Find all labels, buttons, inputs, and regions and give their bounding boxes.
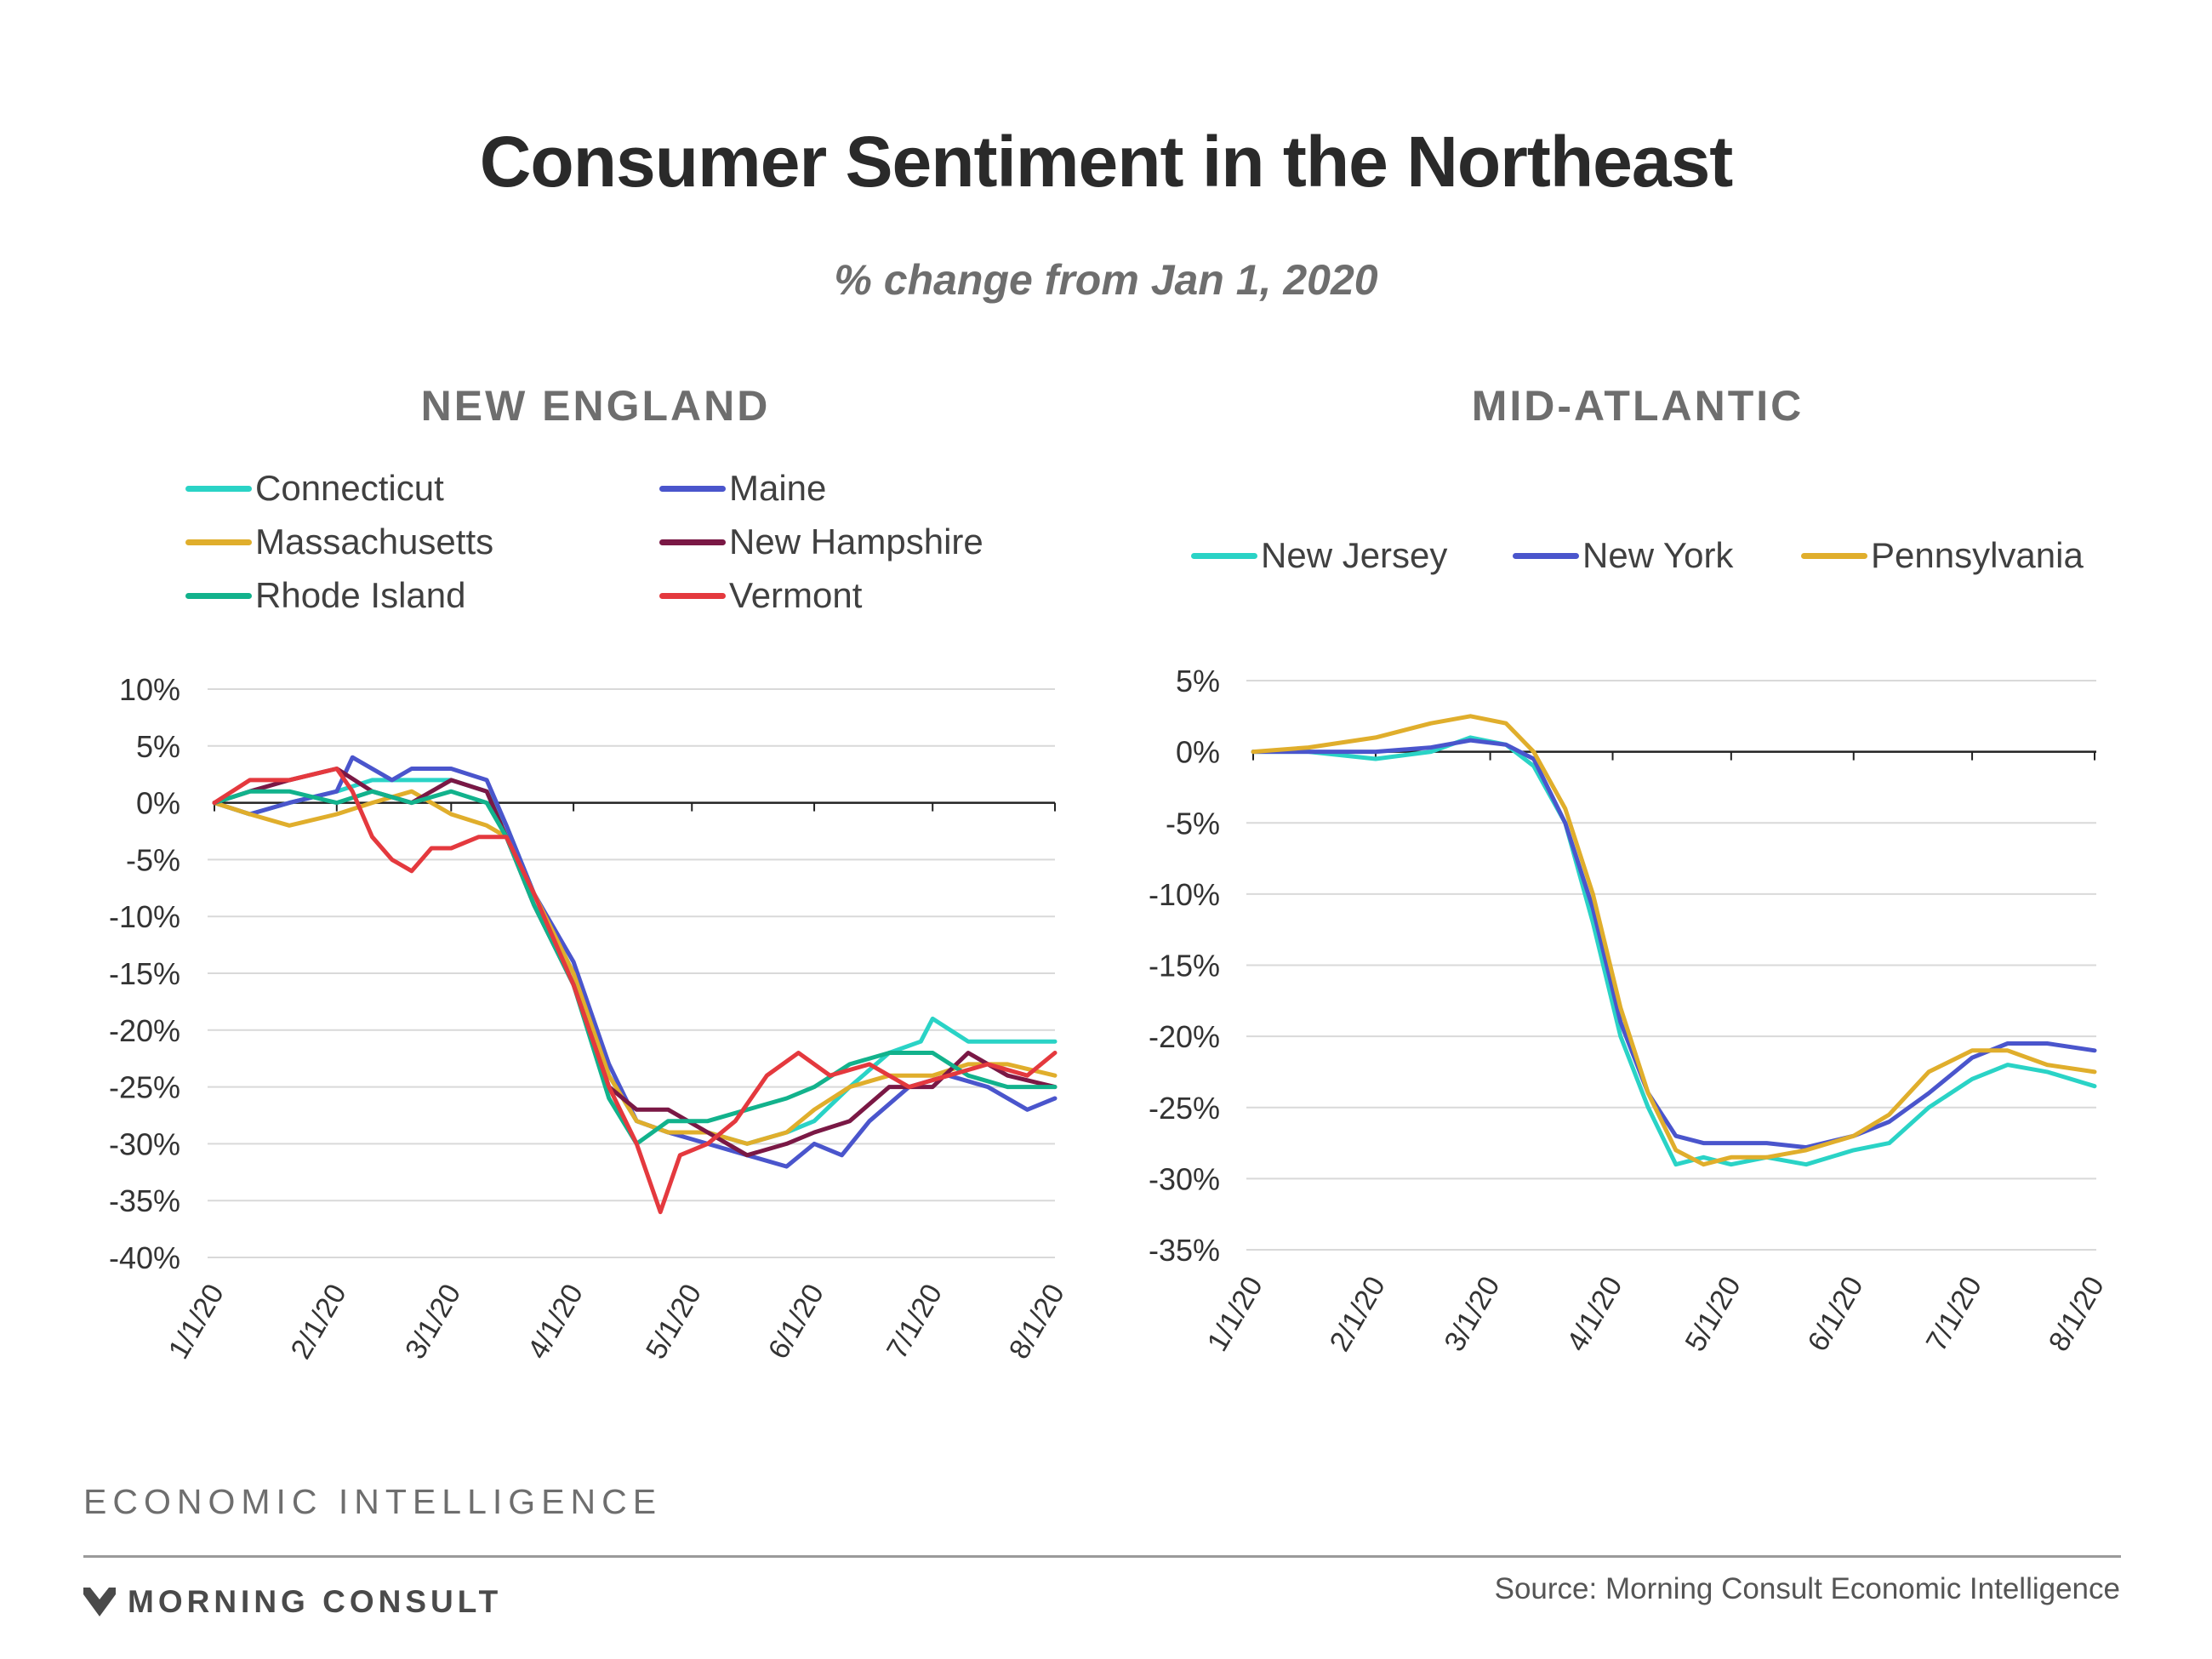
page-subtitle: % change from Jan 1, 2020 bbox=[834, 256, 1378, 304]
y-tick-label: -10% bbox=[1149, 877, 1220, 912]
y-tick-label: 0% bbox=[136, 786, 180, 821]
y-tick-label: 0% bbox=[1176, 735, 1220, 770]
legend-item-massachusetts: Massachusetts bbox=[185, 522, 493, 562]
chart-mid-atlantic: 5% 0% -5% -10% -15% -20% -25% -30% -35%1/1/20 2/1… bbox=[1149, 664, 2111, 1357]
series-line-connecticut bbox=[212, 778, 1058, 1146]
legend-label: New York bbox=[1582, 535, 1734, 575]
x-tick-label: 1/1/20 bbox=[162, 1279, 231, 1365]
y-tick-label: -35% bbox=[1149, 1233, 1220, 1268]
x-tick-label: 3/1/20 bbox=[399, 1279, 467, 1365]
legend-swatch bbox=[659, 592, 726, 599]
legend-item-connecticut: Connecticut bbox=[185, 468, 444, 509]
y-tick-label: 10% bbox=[119, 672, 180, 707]
x-tick-label: 3/1/20 bbox=[1438, 1271, 1506, 1357]
legend-swatch bbox=[1513, 552, 1579, 559]
legend-item-new-hampshire: New Hampshire bbox=[659, 522, 983, 562]
legend-label: New Jersey bbox=[1261, 535, 1448, 575]
y-tick-label: -35% bbox=[109, 1183, 180, 1218]
y-tick-label: -5% bbox=[126, 842, 180, 877]
series-line-pennsylvania bbox=[1251, 714, 2097, 1167]
y-tick-label: 5% bbox=[136, 729, 180, 764]
series-line-new-jersey bbox=[1251, 735, 2097, 1167]
charts-canvas: 10% 5% 0% -5% -10% -15% -20% -25% -30% -35% -40% 1/… bbox=[109, 664, 2111, 1365]
brand: MORNING CONSULT bbox=[83, 1584, 502, 1620]
legend-item-vermont: Vermont bbox=[659, 575, 862, 616]
chart-new-england: 10% 5% 0% -5% -10% -15% -20% -25% -30% -35% -40% 1/… bbox=[109, 672, 1071, 1365]
y-tick-label: -25% bbox=[109, 1070, 180, 1105]
legend-swatch bbox=[659, 485, 726, 492]
legend-label: Pennsylvania bbox=[1871, 535, 2084, 575]
y-tick-label: -20% bbox=[1149, 1019, 1220, 1054]
y-tick-label: -20% bbox=[109, 1013, 180, 1048]
legend-label: Connecticut bbox=[255, 468, 444, 508]
series-line-massachusetts bbox=[212, 789, 1058, 1146]
y-tick-label: 5% bbox=[1176, 664, 1220, 698]
legend-label: New Hampshire bbox=[729, 522, 983, 562]
series-line-maine bbox=[212, 755, 1058, 1169]
x-tick-label: 6/1/20 bbox=[762, 1279, 830, 1365]
x-tick-label: 7/1/20 bbox=[881, 1279, 949, 1365]
x-tick-label: 4/1/20 bbox=[1560, 1271, 1628, 1357]
x-tick-label: 4/1/20 bbox=[522, 1279, 590, 1365]
legend-item-maine: Maine bbox=[659, 468, 826, 509]
brand-name: MORNING CONSULT bbox=[128, 1584, 503, 1619]
y-tick-label: -5% bbox=[1166, 806, 1220, 841]
legend-swatch bbox=[185, 592, 252, 599]
legend-item-new-jersey: New Jersey bbox=[1191, 535, 1447, 576]
page-title: Consumer Sentiment in the Northeast bbox=[479, 122, 1734, 202]
legend-label: Vermont bbox=[729, 575, 863, 615]
x-tick-label: 8/1/20 bbox=[1003, 1279, 1071, 1365]
series-line-new-york bbox=[1251, 738, 2097, 1150]
x-tick-label: 2/1/20 bbox=[1324, 1271, 1392, 1357]
x-tick-label: 8/1/20 bbox=[2043, 1271, 2111, 1357]
y-tick-label: -15% bbox=[1149, 949, 1220, 983]
x-tick-label: 6/1/20 bbox=[1802, 1271, 1870, 1357]
y-tick-label: -40% bbox=[109, 1240, 180, 1275]
legend-swatch bbox=[1191, 552, 1257, 559]
y-tick-label: -10% bbox=[109, 899, 180, 934]
panel-title-new-england: NEW ENGLAND bbox=[420, 382, 771, 430]
footer-tag: ECONOMIC INTELLIGENCE bbox=[83, 1482, 663, 1521]
y-tick-label: -30% bbox=[109, 1126, 180, 1161]
legend-label: Rhode Island bbox=[255, 575, 466, 615]
footer-divider bbox=[83, 1555, 2121, 1558]
legend-label: Massachusetts bbox=[255, 522, 494, 562]
series-line-new-hampshire bbox=[212, 767, 1058, 1158]
x-tick-label: 5/1/20 bbox=[640, 1279, 708, 1365]
x-tick-label: 5/1/20 bbox=[1679, 1271, 1747, 1357]
morning-consult-logo-icon bbox=[83, 1588, 116, 1616]
y-tick-label: -15% bbox=[109, 956, 180, 991]
x-tick-label: 7/1/20 bbox=[1920, 1271, 1988, 1357]
legend-swatch bbox=[1801, 552, 1867, 559]
legend-item-rhode-island: Rhode Island bbox=[185, 575, 466, 616]
legend-swatch bbox=[659, 539, 726, 545]
series-line-vermont bbox=[212, 767, 1058, 1215]
legend-swatch bbox=[185, 485, 252, 492]
x-tick-label: 1/1/20 bbox=[1201, 1271, 1269, 1357]
legend-swatch bbox=[185, 539, 252, 545]
y-tick-label: -30% bbox=[1149, 1161, 1220, 1196]
source-note: Source: Morning Consult Economic Intelli… bbox=[1494, 1572, 2120, 1605]
legend-item-pennsylvania: Pennsylvania bbox=[1801, 535, 2084, 576]
x-tick-label: 2/1/20 bbox=[285, 1279, 353, 1365]
legend-label: Maine bbox=[729, 468, 827, 508]
panel-title-mid-atlantic: MID-ATLANTIC bbox=[1471, 382, 1804, 430]
legend-item-new-york: New York bbox=[1513, 535, 1733, 576]
y-tick-label: -25% bbox=[1149, 1091, 1220, 1126]
series-line-rhode-island bbox=[212, 789, 1058, 1146]
